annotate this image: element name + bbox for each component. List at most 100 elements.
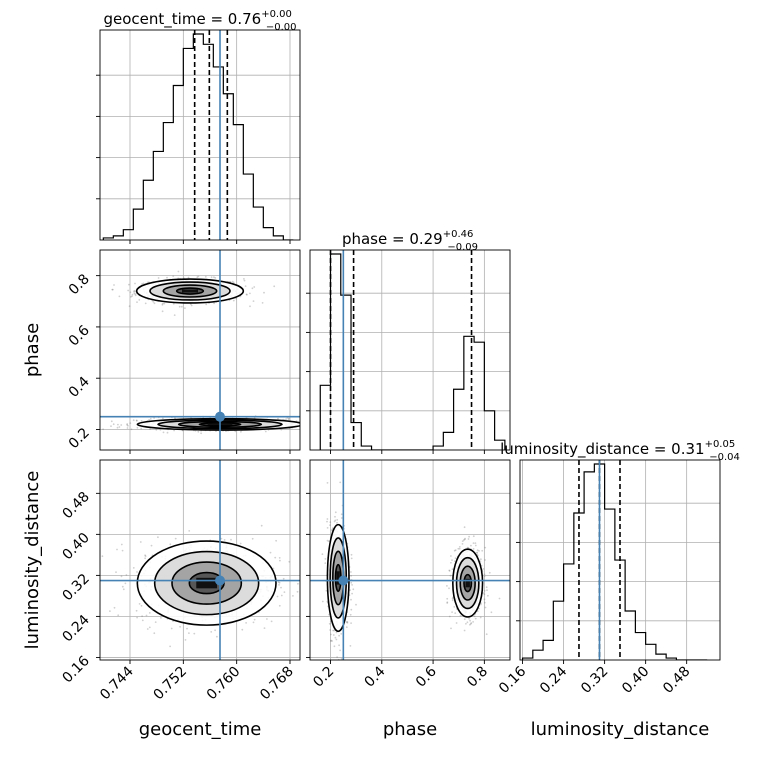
density-geocent-time-vs-phase-sample-0-571 [243, 278, 245, 280]
density-geocent-time-vs-phase-sample-0-5 [134, 293, 137, 296]
density-phase-vs-luminosity-distance-sample-1-459 [454, 557, 457, 560]
hist-luminosity-distance-content [520, 460, 720, 660]
density-geocent-time-vs-phase-truth-point [215, 411, 225, 422]
density-geocent-time-vs-luminosity-distance-sample-0-557 [297, 582, 299, 585]
density-geocent-time-vs-phase-sample-0-565 [251, 287, 254, 290]
density-geocent-time-vs-luminosity-distance-sample-0-228 [252, 621, 255, 624]
density-phase-vs-luminosity-distance-sample-0-233 [326, 520, 328, 523]
density-geocent-time-vs-luminosity-distance-sample-0-324 [253, 618, 256, 621]
density-geocent-time-vs-luminosity-distance-sample-0-288 [188, 632, 190, 634]
density-geocent-time-vs-phase-sample-1-656 [126, 424, 128, 426]
density-phase-vs-luminosity-distance-sample-0-295 [336, 519, 339, 521]
density-phase-vs-luminosity-distance-sample-1-40 [454, 612, 457, 614]
density-phase-vs-luminosity-distance-sample-1-403 [451, 568, 454, 571]
density-phase-vs-luminosity-distance-sample-1-362 [487, 594, 489, 597]
density-phase-vs-luminosity-distance-sample-1-248 [490, 611, 493, 614]
density-phase-vs-luminosity-distance-sample-0-456 [334, 511, 337, 514]
density-geocent-time-vs-phase-sample-0-443 [130, 296, 132, 298]
density-phase-vs-luminosity-distance-sample-1-612 [485, 586, 488, 589]
density-phase-vs-luminosity-distance-sample-1-20 [464, 537, 466, 540]
hist-phase-content [310, 250, 510, 450]
density-geocent-time-vs-phase-sample-0-204 [141, 283, 143, 285]
density-phase-vs-luminosity-distance-sample-1-247 [455, 622, 458, 624]
density-phase-vs-luminosity-distance-sample-1-359 [472, 535, 475, 538]
density-geocent-time-vs-luminosity-distance-sample-0-542 [278, 581, 281, 584]
hist-luminosity-distance-xtick-label-2: 0.32 [578, 664, 611, 697]
density-geocent-time-vs-luminosity-distance-ytick-label-0: 0.16 [59, 653, 92, 686]
hist-phase-title-lower: −0.09 [447, 242, 478, 253]
density-geocent-time-vs-luminosity-distance-sample-0-397 [141, 615, 144, 618]
density-geocent-time-vs-phase-sample-1-486 [301, 422, 303, 424]
density-geocent-time-vs-phase-sample-0-261 [213, 276, 215, 278]
density-geocent-time-vs-phase-sample-0-518 [190, 304, 193, 307]
density-geocent-time-vs-phase-sample-0-314 [249, 305, 251, 308]
density-geocent-time-vs-phase-sample-1-549 [234, 430, 237, 433]
density-phase-vs-luminosity-distance-sample-0-538 [351, 592, 353, 595]
density-geocent-time-vs-luminosity-distance-sample-0-187 [278, 584, 280, 586]
density-geocent-time-vs-phase-sample-1-607 [287, 418, 290, 421]
density-geocent-time-vs-luminosity-distance-sample-0-421 [145, 614, 148, 617]
density-geocent-time-vs-phase-sample-0-189 [161, 303, 164, 306]
density-geocent-time-vs-phase-sample-0-106 [138, 299, 141, 301]
density-phase-vs-luminosity-distance-sample-0-616 [326, 518, 329, 520]
density-geocent-time-vs-phase-sample-1-369 [102, 428, 104, 431]
density-phase-vs-luminosity-distance-sample-1-286 [466, 546, 469, 549]
density-geocent-time-vs-luminosity-distance-sample-0-157 [275, 539, 277, 542]
density-geocent-time-vs-phase-sample-0-418 [118, 295, 121, 298]
density-phase-vs-luminosity-distance-sample-0-137 [335, 638, 338, 641]
density-geocent-time-vs-phase-sample-0-185 [249, 292, 251, 295]
density-geocent-time-vs-luminosity-distance-sample-0-489 [179, 625, 182, 628]
density-phase-vs-luminosity-distance-sample-1-211 [472, 621, 474, 623]
density-geocent-time-vs-luminosity-distance-sample-0-236 [91, 614, 93, 616]
density-geocent-time-vs-luminosity-distance-sample-0-680 [144, 554, 147, 557]
density-phase-vs-luminosity-distance-sample-1-441 [485, 633, 488, 636]
density-geocent-time-vs-luminosity-distance-sample-0-156 [122, 588, 125, 591]
hist-geocent-time-content [100, 30, 300, 240]
density-phase-vs-luminosity-distance-sample-1-17 [467, 547, 470, 549]
density-geocent-time-vs-phase-sample-0-218 [244, 285, 247, 287]
density-phase-vs-luminosity-distance-sample-0-223 [350, 598, 352, 601]
density-phase-vs-luminosity-distance-sample-1-613 [468, 535, 470, 538]
density-phase-vs-luminosity-distance-sample-1-512 [484, 606, 487, 609]
density-geocent-time-vs-phase-sample-1-430 [166, 431, 169, 434]
hist-geocent-time-title: geocent_time = 0.76+0.00 −0.00 [104, 9, 297, 33]
density-phase-vs-luminosity-distance: 0.2 0.4 0.6 0.8 [306, 459, 511, 691]
density-geocent-time-vs-luminosity-distance-sample-0-560 [132, 567, 135, 569]
hist-luminosity-distance-xtick-label-3: 0.40 [619, 664, 652, 697]
density-geocent-time-vs-luminosity-distance-sample-0-120 [303, 604, 305, 606]
density-geocent-time-vs-phase-sample-0-561 [205, 303, 208, 306]
density-phase-vs-luminosity-distance-sample-1-325 [484, 559, 486, 561]
density-geocent-time-vs-luminosity-distance-ytick-label-3: 0.40 [59, 530, 92, 563]
density-phase-vs-luminosity-distance-sample-1-173 [479, 603, 482, 606]
density-geocent-time-vs-phase-sample-1-377 [64, 423, 66, 425]
density-geocent-time-vs-phase-sample-0-186 [235, 297, 238, 300]
density-geocent-time-vs-luminosity-distance-sample-0-80 [263, 627, 266, 629]
density-phase-vs-luminosity-distance-sample-1-547 [446, 602, 449, 604]
density-phase-vs-luminosity-distance-xtick-label-1: 0.4 [362, 663, 389, 690]
density-phase-vs-luminosity-distance-sample-0-82 [349, 645, 352, 647]
density-phase-vs-luminosity-distance-sample-1-347 [469, 619, 471, 622]
density-phase-vs-luminosity-distance-sample-0-147 [333, 520, 336, 523]
density-geocent-time-vs-luminosity-distance-sample-0-315 [245, 622, 248, 624]
density-geocent-time-vs-phase-sample-1-4 [149, 428, 152, 430]
density-phase-vs-luminosity-distance-sample-1-415 [482, 568, 485, 570]
density-geocent-time-vs-phase-sample-1-18 [110, 420, 113, 423]
density-geocent-time-vs-luminosity-distance-sample-0-471 [282, 577, 285, 580]
density-geocent-time-vs-luminosity-distance-sample-0-479 [125, 574, 128, 576]
density-phase-vs-luminosity-distance-sample-1-307 [454, 549, 457, 551]
density-geocent-time-vs-luminosity-distance-xtick-label-3: 0.768 [257, 664, 297, 704]
hist-luminosity-distance-title-upper: +0.05 [705, 439, 736, 450]
density-geocent-time-vs-luminosity-distance-sample-0-77 [280, 594, 283, 597]
density-phase-vs-luminosity-distance-sample-1-630 [470, 622, 472, 625]
density-geocent-time-vs-luminosity-distance-sample-0-676 [292, 595, 294, 597]
density-phase-vs-luminosity-distance-sample-0-574 [331, 640, 333, 642]
density-geocent-time-vs-phase-sample-1-331 [148, 419, 151, 421]
density-geocent-time-vs-phase-ytick-label-1: 0.4 [66, 374, 93, 401]
density-geocent-time-vs-phase-sample-0-482 [129, 291, 132, 294]
density-phase-vs-luminosity-distance-border [309, 459, 511, 661]
density-geocent-time-vs-phase-sample-0-465 [113, 284, 115, 286]
density-phase-vs-luminosity-distance-sample-0-308 [325, 589, 328, 592]
density-phase-vs-luminosity-distance-sample-0-154 [328, 540, 330, 543]
density-phase-vs-luminosity-distance-sample-1-121 [483, 593, 486, 596]
density-phase-vs-luminosity-distance-sample-0-98 [355, 603, 357, 606]
